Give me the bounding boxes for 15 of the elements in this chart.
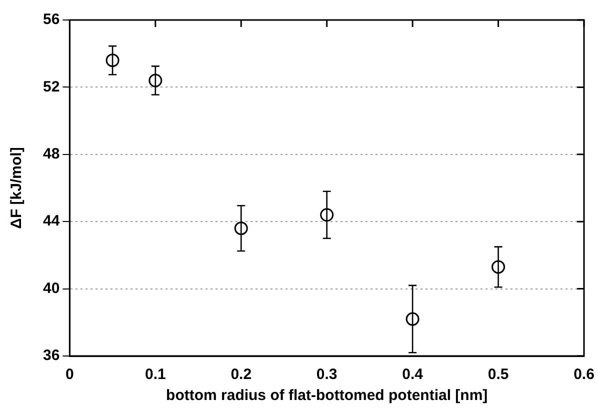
y-tick-label: 44 bbox=[42, 212, 60, 230]
y-tick-label: 52 bbox=[42, 78, 60, 96]
y-axis-title: ΔF [kJ/mol] bbox=[8, 147, 26, 229]
x-tick-label: 0.4 bbox=[402, 366, 424, 384]
x-axis-title: bottom radius of flat-bottomed potential [nm] bbox=[166, 387, 488, 404]
x-tick-label: 0.1 bbox=[144, 366, 166, 384]
x-tick-label: 0.2 bbox=[230, 366, 252, 384]
y-tick-label: 48 bbox=[42, 146, 60, 163]
y-tick-label: 40 bbox=[42, 280, 60, 297]
y-tick-label: 56 bbox=[42, 11, 60, 28]
x-tick-label: 0.5 bbox=[488, 366, 509, 384]
x-tick-label: 0 bbox=[66, 366, 74, 384]
y-tick-label: 36 bbox=[42, 347, 60, 364]
x-tick-label: 0.3 bbox=[316, 366, 338, 384]
x-tick-label: 0.6 bbox=[574, 366, 594, 384]
